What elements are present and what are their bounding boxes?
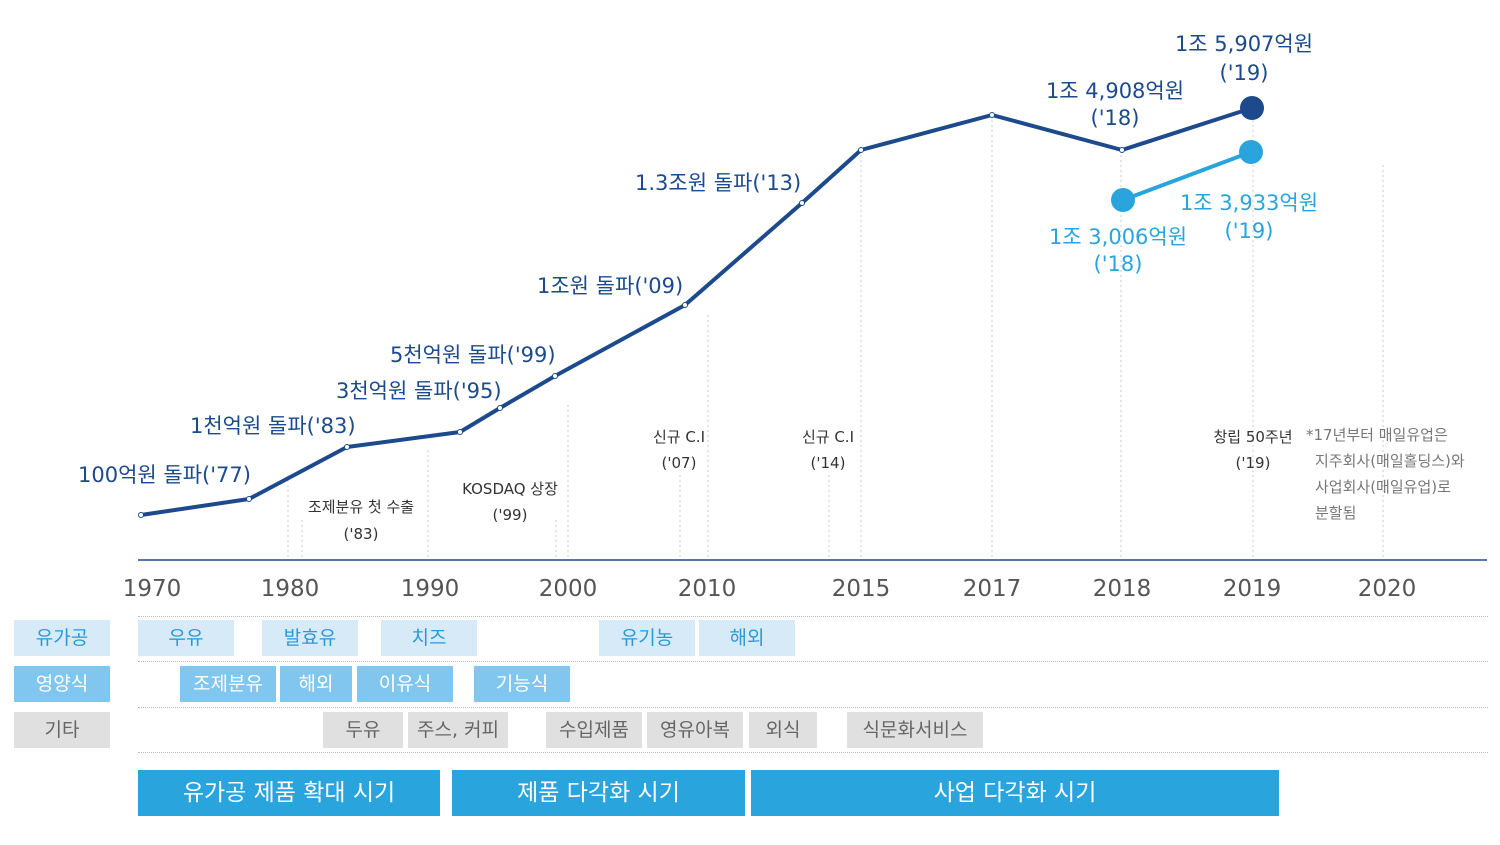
x-tick-label: 2015: [832, 576, 891, 602]
period-product-diversification: 제품 다각화 시기: [452, 770, 745, 816]
data-point: [552, 373, 558, 379]
data-point: [344, 444, 350, 450]
year-label: ('19): [1225, 219, 1274, 243]
value-label: 1조 3,006억원: [1049, 225, 1187, 249]
value-label: 1조 3,933억원: [1180, 191, 1318, 215]
footnote-line: *17년부터 매일유업은: [1306, 426, 1448, 444]
event-label: ('14): [811, 454, 846, 472]
data-point: [1240, 96, 1264, 120]
data-point: [246, 496, 252, 502]
chip-milk: 우유: [138, 620, 234, 656]
event-label: ('07): [662, 454, 697, 472]
footnote-line: 분할됨: [1315, 504, 1356, 522]
event-label: 신규 C.I: [802, 428, 854, 446]
milestone-label: 1천억원 돌파('83): [190, 414, 356, 438]
row-divider: [138, 752, 1488, 753]
x-tick-label: 2020: [1358, 576, 1417, 602]
data-point: [682, 302, 688, 308]
period-dairy-expansion: 유가공 제품 확대 시기: [138, 770, 440, 816]
chip-baby-food: 이유식: [357, 666, 453, 702]
chip-baby-clothes: 영유아복: [647, 712, 743, 748]
chip-organic: 유기농: [599, 620, 695, 656]
x-tick-label: 2018: [1093, 576, 1152, 602]
year-label: ('18): [1094, 252, 1143, 276]
event-label: ('19): [1236, 454, 1271, 472]
footnote-line: 지주회사(매일홀딩스)와: [1315, 452, 1465, 470]
x-tick-label: 2010: [678, 576, 737, 602]
series-line-total: [140, 106, 1253, 517]
chip-overseas: 해외: [280, 666, 352, 702]
x-tick-label: 1990: [401, 576, 460, 602]
series-markers-total: [138, 96, 1264, 518]
x-tick-label: 2000: [539, 576, 598, 602]
chip-overseas: 해외: [699, 620, 795, 656]
event-label: ('99): [493, 506, 528, 524]
series-line-company: [1122, 150, 1252, 202]
event-label: 신규 C.I: [653, 428, 705, 446]
event-labels: 조제분유 첫 수출 ('83) KOSDAQ 상장 ('99) 신규 C.I ('07) 신…: [308, 428, 1293, 543]
data-point: [989, 112, 995, 118]
series-markers-company: [1111, 140, 1263, 212]
event-label: 조제분유 첫 수출: [308, 498, 414, 516]
x-tick-label: 2019: [1223, 576, 1282, 602]
period-business-diversification: 사업 다각화 시기: [751, 770, 1279, 816]
data-point: [1111, 188, 1135, 212]
data-point: [1119, 147, 1125, 153]
chip-food-culture-service: 식문화서비스: [847, 712, 983, 748]
milestone-label: 1.3조원 돌파('13): [635, 171, 801, 195]
milestone-label: 5천억원 돌파('99): [390, 343, 556, 367]
x-tick-label: 1970: [123, 576, 182, 602]
x-tick-label: 1980: [261, 576, 320, 602]
milestone-label: 100억원 돌파('77): [78, 463, 251, 487]
value-label: 1조 5,907억원: [1175, 32, 1313, 56]
x-ticks: 1970 1980 1990 2000 2010 2015 2017 2018 2019 2020: [123, 576, 1417, 602]
row-label-nutrition: 영양식: [14, 666, 110, 702]
year-label: ('19): [1220, 61, 1269, 85]
event-label: 창립 50주년: [1213, 428, 1292, 446]
data-point: [497, 405, 503, 411]
data-point: [858, 147, 864, 153]
point-labels: 100억원 돌파('77) 1천억원 돌파('83) 3천억원 돌파('95) 5천억…: [78, 32, 1318, 487]
chip-soy-milk: 두유: [323, 712, 403, 748]
chip-fermented-milk: 발효유: [262, 620, 358, 656]
data-point: [457, 429, 463, 435]
guide-lines: [287, 115, 1384, 558]
chip-cheese: 치즈: [381, 620, 477, 656]
footnote-line: 사업회사(매일유업)로: [1315, 478, 1451, 496]
row-divider: [138, 707, 1488, 708]
chip-juice-coffee: 주스, 커피: [408, 712, 508, 748]
event-label: ('83): [344, 525, 379, 543]
data-point: [799, 200, 805, 206]
chip-functional-food: 기능식: [474, 666, 570, 702]
row-divider: [138, 661, 1488, 662]
value-label: 1조 4,908억원: [1046, 79, 1184, 103]
row-label-other: 기타: [14, 712, 110, 748]
milestone-label: 3천억원 돌파('95): [336, 379, 502, 403]
event-label: KOSDAQ 상장: [462, 480, 558, 498]
row-divider: [138, 616, 1488, 617]
data-point: [138, 512, 144, 518]
row-label-dairy: 유가공: [14, 620, 110, 656]
data-point: [1239, 140, 1263, 164]
x-tick-label: 2017: [963, 576, 1022, 602]
chip-imported-products: 수입제품: [546, 712, 642, 748]
milestone-label: 1조원 돌파('09): [537, 274, 683, 298]
chip-infant-formula: 조제분유: [180, 666, 276, 702]
year-label: ('18): [1091, 106, 1140, 130]
chip-dining: 외식: [749, 712, 817, 748]
